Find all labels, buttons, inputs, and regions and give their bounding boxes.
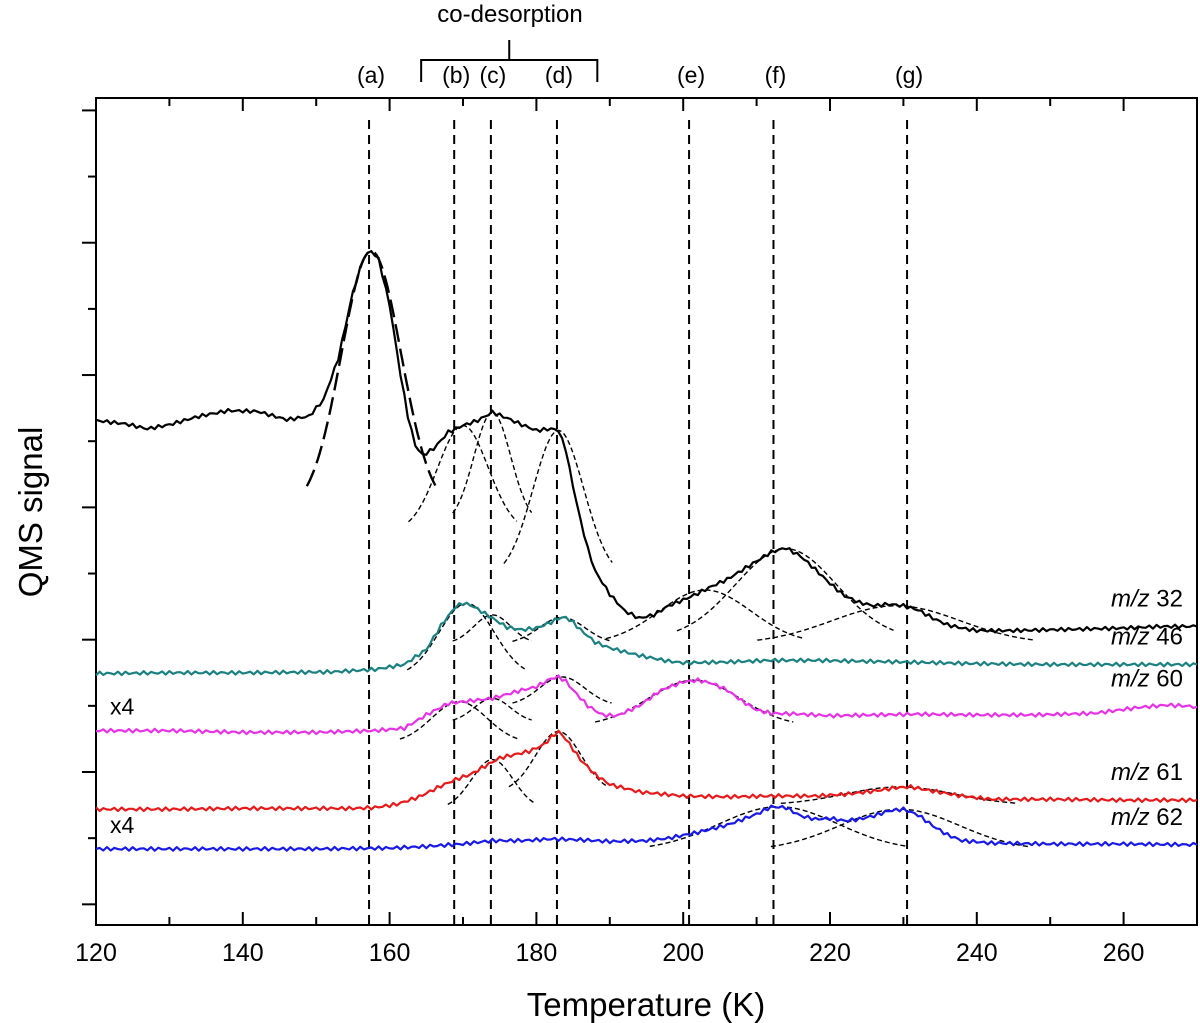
x-tick-label: 140 bbox=[222, 939, 264, 967]
codesorption-label: co-desorption bbox=[437, 1, 582, 28]
x-tick-label: 220 bbox=[809, 939, 851, 967]
series-label-number: 61 bbox=[1150, 759, 1183, 786]
series-label-italic: m/z bbox=[1111, 585, 1150, 612]
fit-mz-60-3 bbox=[594, 679, 794, 723]
signal-traces bbox=[95, 250, 1198, 852]
peak-label-c: (c) bbox=[479, 62, 506, 88]
fit-mz-61-0 bbox=[447, 758, 537, 806]
x-tick-label: 260 bbox=[1103, 939, 1145, 967]
fit-mz-60-2 bbox=[512, 676, 612, 704]
y-axis-title: QMS signal bbox=[12, 427, 49, 598]
x-axis-title: Temperature (K) bbox=[527, 986, 765, 1023]
trace-mz-60 bbox=[96, 674, 1198, 736]
series-label-number: 60 bbox=[1150, 666, 1183, 693]
peak-label-f: (f) bbox=[765, 62, 787, 88]
peak-marker-lines bbox=[368, 120, 909, 925]
x-tick-label: 160 bbox=[369, 939, 411, 967]
multiplier-label-mz-60: x4 bbox=[110, 694, 135, 720]
series-label-number: 62 bbox=[1150, 804, 1183, 831]
series-label-italic: m/z bbox=[1111, 759, 1150, 786]
series-label-mz-62: m/z 62 bbox=[1111, 804, 1183, 831]
x-tick-label: 180 bbox=[516, 939, 558, 967]
codesorption-bracket bbox=[420, 40, 599, 82]
series-label-mz-61: m/z 61 bbox=[1111, 759, 1183, 786]
series-label-number: 46 bbox=[1150, 623, 1183, 650]
series-label-number: 32 bbox=[1150, 585, 1183, 612]
fit-mz-32-6 bbox=[757, 605, 1035, 641]
fit-mz-32-2 bbox=[452, 411, 533, 514]
plot-axes: 120 140 160 180 200 220 240 260 bbox=[75, 97, 1198, 967]
fit-mz-62-1 bbox=[770, 808, 1028, 848]
trace-mz-62 bbox=[95, 804, 1198, 852]
peak-label-g: (g) bbox=[895, 62, 923, 88]
series-label-italic: m/z bbox=[1111, 804, 1150, 831]
series-label-mz-46: m/z 46 bbox=[1111, 623, 1183, 650]
fit-mz-32-4 bbox=[605, 589, 805, 640]
series-label-italic: m/z bbox=[1111, 623, 1150, 650]
fit-mz-61-1 bbox=[508, 730, 609, 788]
series-label-italic: m/z bbox=[1111, 666, 1150, 693]
x-tick-label: 200 bbox=[662, 939, 704, 967]
multiplier-label-mz-62: x4 bbox=[110, 812, 135, 838]
fit-mz-32-0 bbox=[305, 249, 437, 487]
trace-mz-46 bbox=[95, 601, 1198, 677]
chart-labels: (a) (b) (c) (d) (e) (f) (g)m/z 32m/z 46m/z 60x… bbox=[110, 40, 1183, 838]
fit-mz-62-0 bbox=[649, 805, 907, 847]
trace-mz-32 bbox=[95, 250, 1198, 634]
x-tick-label: 120 bbox=[75, 939, 117, 967]
fit-mz-46-2 bbox=[512, 616, 612, 642]
fit-mz-32-1 bbox=[408, 424, 518, 523]
fit-mz-60-1 bbox=[452, 697, 532, 721]
peak-label-a: (a) bbox=[357, 62, 385, 88]
fit-mz-46-1 bbox=[452, 614, 532, 642]
fit-mz-46-0 bbox=[406, 602, 526, 671]
plot-frame bbox=[95, 97, 1198, 926]
fit-mz-32-3 bbox=[503, 429, 613, 564]
trace-mz-61 bbox=[95, 729, 1198, 813]
gaussian-fit-curves bbox=[305, 249, 1035, 848]
peak-label-e: (e) bbox=[677, 62, 705, 88]
series-label-mz-60: m/z 60 bbox=[1111, 666, 1183, 693]
peak-label-d: (d) bbox=[545, 62, 573, 88]
peak-label-b: (b) bbox=[442, 62, 470, 88]
x-tick-label: 240 bbox=[956, 939, 998, 967]
series-label-mz-32: m/z 32 bbox=[1111, 585, 1183, 612]
